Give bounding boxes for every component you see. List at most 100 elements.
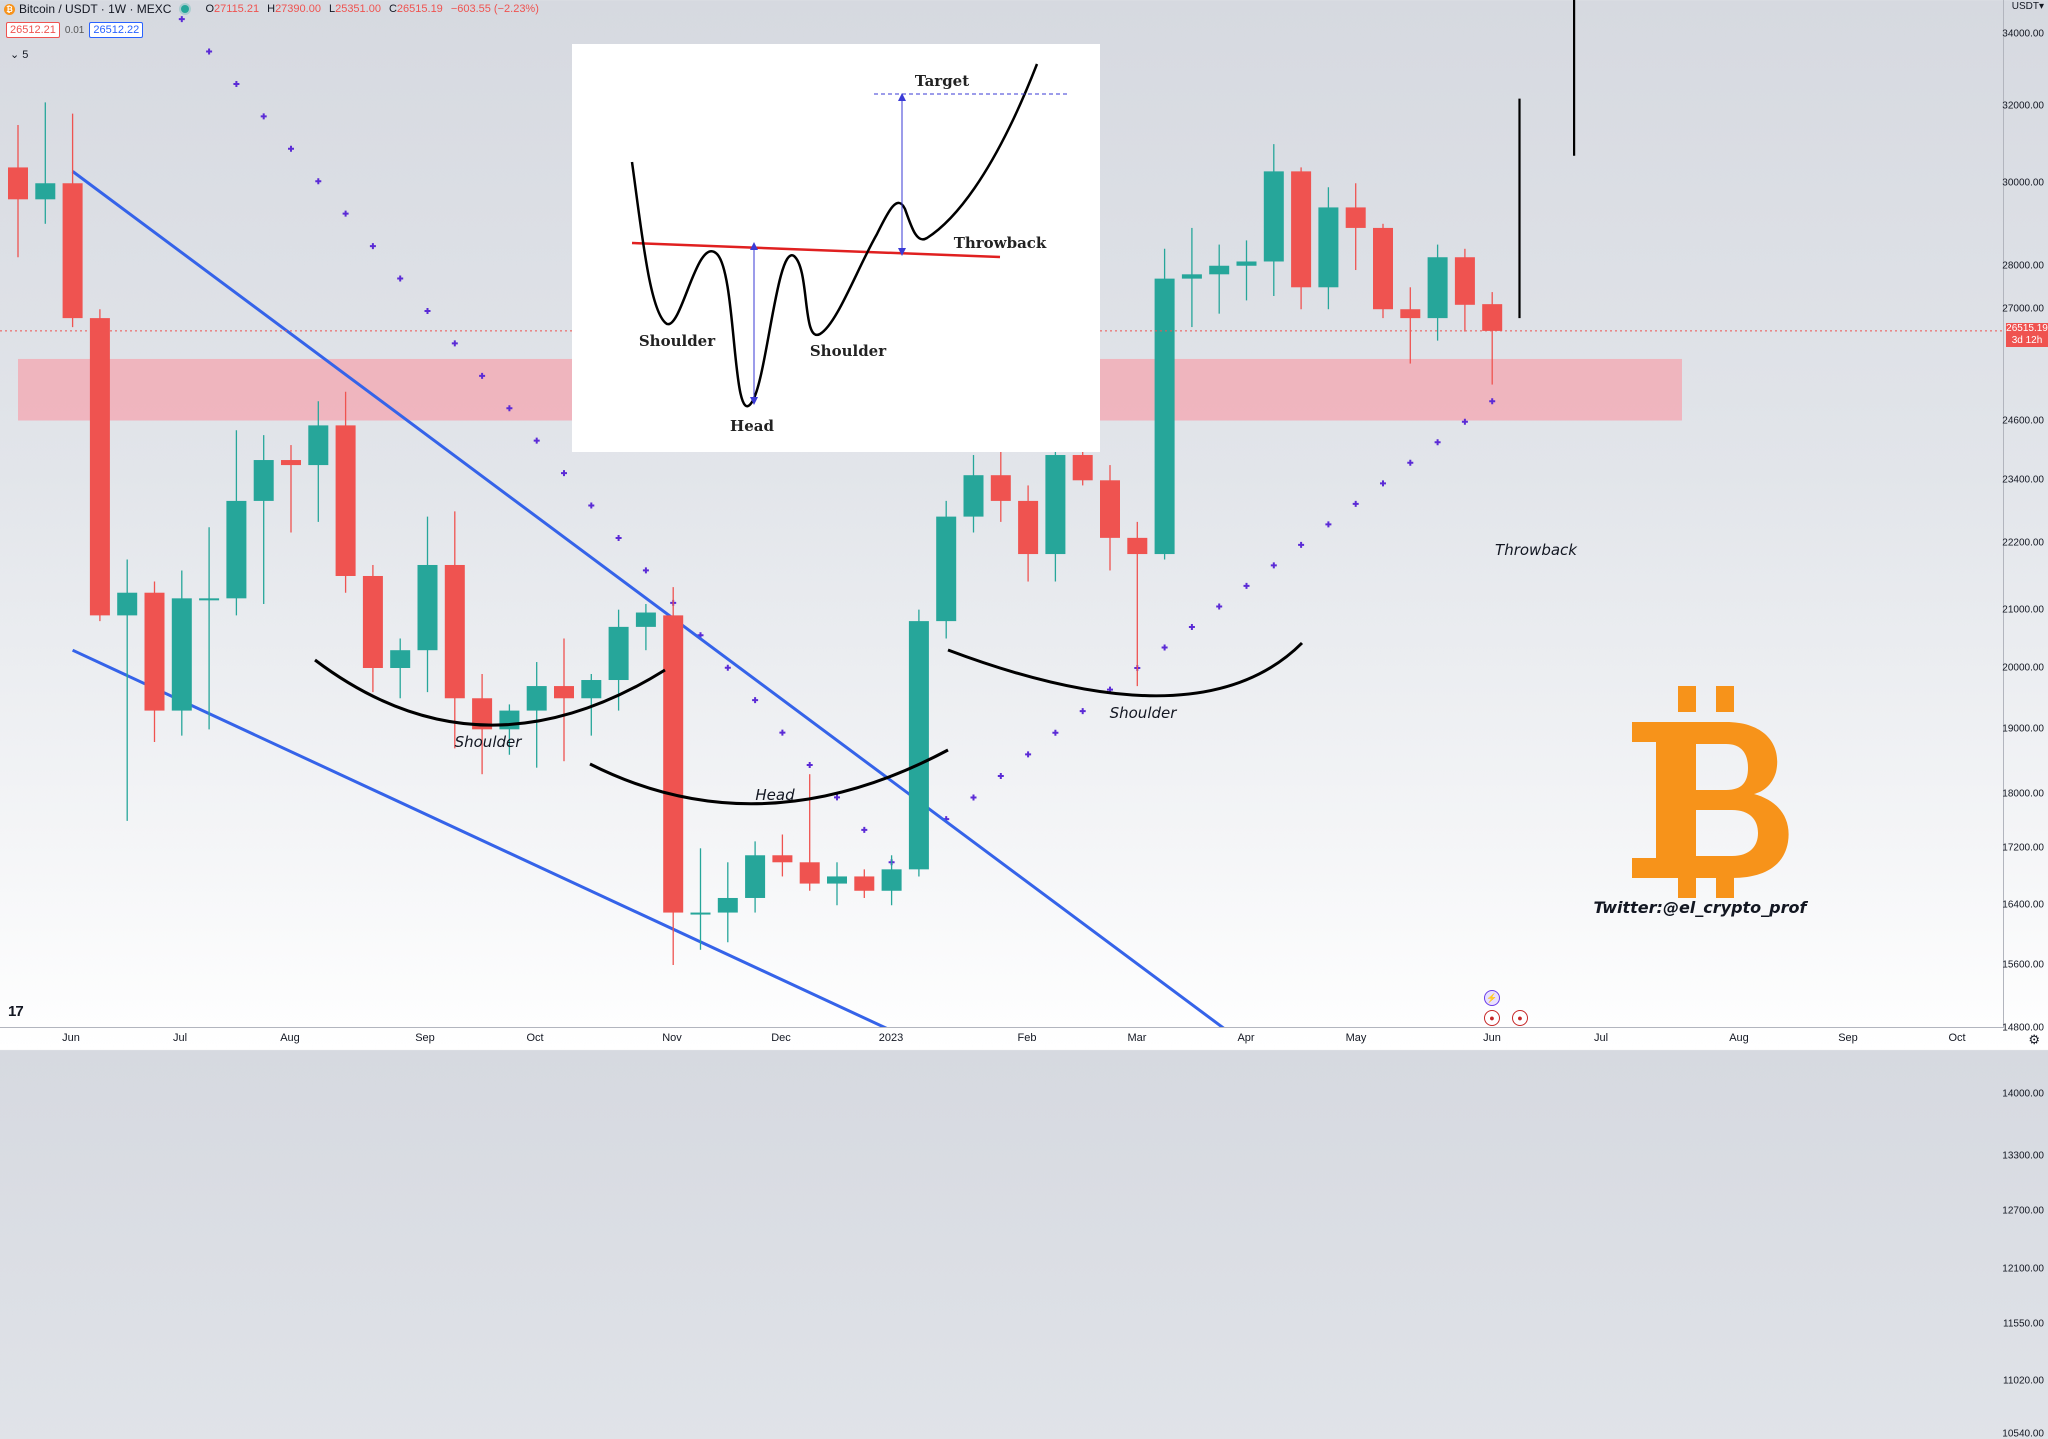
candle-body [390,650,411,668]
left-shoulder-label: Shoulder [454,733,522,751]
price-tick: 11550.00 [2003,1318,2044,1330]
ohlc-low: L25351.00 [328,3,381,15]
settings-gear-icon[interactable]: ⚙ [2028,1032,2040,1047]
candle-body [117,592,138,616]
candle-body [1181,274,1202,279]
ma-dot [206,48,213,55]
ohlc-change: −603.55 (−2.23%) [450,3,539,15]
pattern-diagram: Target Throwback Shoulder Shoulder Head [572,44,1100,452]
candle-body [717,897,738,913]
candle-body [1045,455,1066,555]
indicator-count: 5 [22,49,29,61]
left-shoulder-arc [314,658,666,727]
ma-dot [315,178,322,185]
ma-dot [1489,398,1496,405]
candle-body [1345,207,1366,228]
ma-dot [997,772,1004,779]
symbol-title[interactable]: Bitcoin / USDT · 1W · MEXC [19,2,172,16]
candle-body [963,475,984,517]
candle-body [62,183,83,319]
diagram-target-arrow-bottom [898,248,906,256]
ma-dot [369,243,376,250]
candle-body [745,855,766,898]
candle-body [554,686,574,699]
ma-dot [861,826,868,833]
candle-body [308,425,329,466]
bitcoin-icon: ₿ [4,3,15,15]
candle-body [526,686,547,711]
candle-body [8,167,28,200]
ma-dot [260,113,267,120]
wedge-upper-line [71,170,1226,1028]
ma-dot [834,794,840,801]
ma-dot [561,470,567,477]
price-axis[interactable]: USDT▾ 26515.19 3d 12h 64000.0060000.0056… [2002,0,2048,1439]
time-tick: Dec [771,1032,791,1044]
twitter-handle: Twitter:@el_crypto_prof [1593,898,1807,917]
ma-dot [615,534,622,541]
diagram-target-arrow-top [898,93,906,101]
symbol-legend[interactable]: ₿ Bitcoin / USDT · 1W · MEXC O27115.21 H… [4,2,543,16]
ohlc-high: H27390.00 [267,3,321,15]
candle-body [1072,455,1093,481]
ma-dot [642,567,649,574]
axis-currency[interactable]: USDT▾ [2011,1,2044,12]
sell-button[interactable]: 26512.21 [6,22,60,38]
diagram-head-label: Head [730,417,774,435]
price-tick: 23400.00 [2002,474,2044,486]
indicators-toggle[interactable]: ⌄ 5 [10,48,28,61]
price-tick: 10540.00 [2002,1428,2044,1439]
buy-button[interactable]: 26512.22 [89,22,144,38]
price-tick: 15600.00 [2002,959,2044,971]
time-tick: Feb [1017,1032,1037,1044]
candle-body [772,855,793,863]
candle-body [444,564,465,699]
candle-body [171,598,192,711]
candle-body [1018,500,1039,555]
time-tick: Nov [662,1032,682,1044]
time-tick: Jul [1593,1032,1609,1044]
ma-dot [588,502,595,509]
ohlc-close: C26515.19 [388,3,443,15]
time-tick: Oct [526,1032,544,1044]
price-tick: 16400.00 [2002,899,2044,911]
time-tick: Apr [1237,1032,1255,1044]
lightning-event-icon[interactable]: ⚡ [1484,990,1500,1006]
spread-value: 0.01 [64,24,85,36]
price-tick: 18000.00 [2002,788,2044,800]
ma-dot [233,80,240,87]
us-flag-event-icon-2[interactable]: ● [1512,1010,1528,1026]
diagram-neckline [631,241,1001,259]
tradingview-logo[interactable]: 17 [8,1003,24,1020]
right-shoulder-label: Shoulder [1109,704,1177,722]
time-tick: Sep [415,1032,435,1044]
right-shoulder-arc [947,641,1304,698]
candle-body [335,425,356,576]
ma-dot [178,16,185,23]
us-flag-event-icon[interactable]: ● [1484,1010,1500,1026]
ma-dot [479,372,486,379]
time-tick: Jul [172,1032,188,1044]
wedge-lower-line [71,648,890,1028]
price-tick: 14000.00 [2002,1088,2044,1100]
ma-dot [724,664,731,671]
candle-body [881,869,902,891]
candle-body [635,612,656,627]
ma-dot [342,210,349,217]
price-tick: 28000.00 [2002,260,2044,272]
ma-dot [1243,582,1250,589]
price-tick: 11020.00 [2003,1375,2044,1387]
candle-body [1318,207,1339,288]
ma-dot [1216,603,1223,610]
candle-body [89,318,110,616]
candle-body [608,626,629,681]
ohlc-open: O27115.21 [205,3,260,15]
time-axis[interactable]: Jun Jul Aug Sep Oct Nov Dec 2023 Feb Mar Apr May Jun… [0,1027,2004,1050]
diagram-target-label: Target [914,72,970,90]
bar-countdown: 3d 12h [2011,334,2043,346]
chevron-down-icon: ⌄ [10,49,20,61]
candle-body [35,183,56,200]
candle-body [1373,227,1393,310]
price-tick: 19000.00 [2002,723,2044,735]
diagram-throwback-label: Throwback [953,234,1047,252]
